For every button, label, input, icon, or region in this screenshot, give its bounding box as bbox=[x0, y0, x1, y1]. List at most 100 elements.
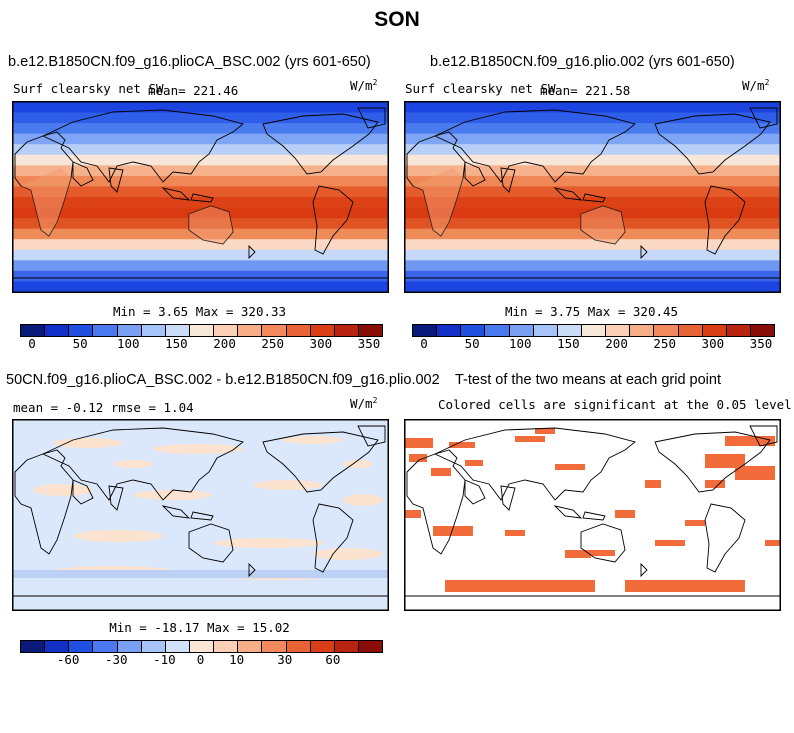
colorbar-tick-label: -30 bbox=[104, 652, 128, 667]
panel1-colorbar bbox=[20, 324, 383, 337]
colorbar-swatch bbox=[630, 325, 655, 336]
colorbar-tick-label: 250 bbox=[653, 336, 676, 351]
colorbar-swatch bbox=[21, 325, 46, 336]
significant-cell bbox=[405, 438, 433, 448]
continent-outline bbox=[464, 479, 486, 505]
diff-negative-band bbox=[13, 570, 388, 578]
colorbar-swatch bbox=[189, 641, 215, 652]
significant-cell bbox=[565, 550, 591, 558]
panel1-title: b.e12.B1850CN.f09_g16.plioCA_BSC.002 (yr… bbox=[8, 54, 371, 70]
continent-outline bbox=[749, 425, 778, 447]
colorbar-tick-label: 0 bbox=[196, 652, 205, 667]
sw-band bbox=[13, 133, 388, 145]
colorbar-swatch bbox=[358, 641, 383, 652]
colorbar-swatch bbox=[461, 325, 486, 336]
sw-band bbox=[13, 281, 388, 292]
australia-land bbox=[189, 206, 233, 244]
significant-cell bbox=[705, 454, 745, 468]
colorbar-tick-label: 10 bbox=[229, 652, 245, 667]
colorbar-swatch bbox=[413, 325, 438, 336]
significant-cell bbox=[645, 480, 661, 488]
colorbar-swatch bbox=[165, 641, 190, 652]
diff-positive-region bbox=[313, 548, 383, 560]
sw-band bbox=[13, 175, 388, 188]
continent-outline bbox=[464, 161, 486, 187]
colorbar-swatch bbox=[262, 325, 287, 336]
colorbar-tick-label: 300 bbox=[309, 336, 333, 351]
colorbar-swatch bbox=[334, 325, 359, 336]
colorbar-tick-label: 250 bbox=[261, 336, 284, 351]
continent-outline bbox=[406, 449, 466, 555]
sw-band bbox=[405, 270, 780, 283]
sw-band bbox=[405, 144, 780, 156]
sw-band bbox=[405, 186, 780, 198]
panel4-map bbox=[404, 419, 781, 611]
sw-band bbox=[13, 123, 388, 135]
colorbar-tick-label: 150 bbox=[557, 336, 580, 351]
continent-outline bbox=[357, 107, 386, 129]
diff-positive-region bbox=[153, 444, 243, 454]
colorbar-swatch bbox=[238, 325, 263, 336]
colorbar-swatch bbox=[606, 325, 631, 336]
sw-band bbox=[13, 102, 388, 114]
panel1-map bbox=[12, 101, 389, 293]
sw-band bbox=[13, 270, 388, 283]
sw-band bbox=[405, 260, 780, 272]
panel3-colorbar bbox=[20, 640, 383, 653]
sw-band bbox=[13, 144, 388, 156]
continent-outline bbox=[433, 109, 636, 183]
continent-outline bbox=[500, 167, 516, 193]
colorbar-swatch bbox=[45, 325, 70, 336]
continent-outline bbox=[500, 485, 516, 511]
colorbar-swatch bbox=[117, 641, 142, 652]
sw-band bbox=[405, 133, 780, 145]
colorbar-swatch bbox=[557, 325, 582, 336]
continent-outline bbox=[41, 427, 244, 501]
colorbar-tick-label: 350 bbox=[357, 336, 381, 351]
continent-outline bbox=[582, 193, 606, 203]
continent-outline bbox=[14, 449, 74, 555]
significant-cell bbox=[765, 540, 780, 546]
colorbar-tick-label: -60 bbox=[56, 652, 80, 667]
panel1-mean: mean= 221.46 bbox=[148, 83, 239, 98]
significant-cell bbox=[449, 442, 475, 448]
sw-band bbox=[405, 281, 780, 292]
sw-band bbox=[13, 197, 388, 209]
continent-outline bbox=[749, 107, 778, 129]
colorbar-tick-label: 300 bbox=[701, 336, 725, 351]
australia-land bbox=[581, 206, 625, 244]
sw-band bbox=[405, 112, 780, 124]
significant-cell bbox=[705, 480, 725, 488]
panel2-unit: W/m2 bbox=[742, 78, 770, 94]
ttest-background bbox=[405, 420, 780, 610]
colorbar-swatch bbox=[726, 325, 751, 336]
colorbar-swatch bbox=[437, 325, 462, 336]
panel1-min-max: Min = 3.65 Max = 320.33 bbox=[112, 304, 287, 319]
significant-cell bbox=[515, 436, 545, 442]
colorbar-swatch bbox=[69, 325, 94, 336]
colorbar-swatch bbox=[750, 325, 775, 336]
colorbar-tick-label: 100 bbox=[117, 336, 140, 351]
diff-positive-region bbox=[53, 438, 123, 448]
continent-outline bbox=[580, 523, 626, 563]
continent-outline bbox=[553, 505, 583, 519]
panel1-unit: W/m2 bbox=[350, 78, 378, 94]
colorbar-swatch bbox=[165, 325, 190, 336]
colorbar-tick-label: 100 bbox=[509, 336, 532, 351]
colorbar-swatch bbox=[678, 325, 703, 336]
colorbar-swatch bbox=[214, 325, 239, 336]
panel3-unit: W/m2 bbox=[350, 396, 378, 412]
sw-band bbox=[13, 260, 388, 272]
continent-outline bbox=[704, 503, 746, 573]
continent-outline bbox=[248, 562, 256, 578]
colorbar-swatch bbox=[485, 325, 510, 336]
continent-outline bbox=[654, 431, 771, 493]
sw-band bbox=[13, 186, 388, 198]
colorbar-tick-label: 50 bbox=[464, 336, 480, 351]
diff-positive-region bbox=[73, 530, 163, 542]
colorbar-swatch bbox=[654, 325, 679, 336]
panel4-title: T-test of the two means at each grid poi… bbox=[455, 372, 721, 388]
significant-cell bbox=[615, 510, 635, 518]
panel2-variable-label: Surf clearsky net SW bbox=[405, 81, 556, 96]
panel2-mean: mean= 221.58 bbox=[540, 83, 631, 98]
